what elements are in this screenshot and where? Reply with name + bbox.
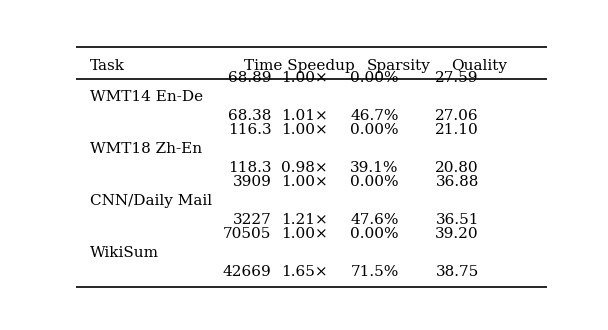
Text: 116.3: 116.3: [228, 123, 272, 137]
Text: 0.00%: 0.00%: [350, 227, 399, 241]
Text: CNN/Daily Mail: CNN/Daily Mail: [90, 194, 212, 208]
Text: 36.88: 36.88: [435, 175, 479, 189]
Text: 21.10: 21.10: [435, 123, 479, 137]
Text: 1.00×: 1.00×: [282, 71, 328, 85]
Text: WMT14 En-De: WMT14 En-De: [90, 90, 203, 104]
Text: 27.59: 27.59: [435, 71, 479, 85]
Text: 70505: 70505: [223, 227, 272, 241]
Text: 46.7%: 46.7%: [350, 109, 399, 123]
Text: 39.1%: 39.1%: [350, 161, 399, 175]
Text: 0.00%: 0.00%: [350, 123, 399, 137]
Text: 1.00×: 1.00×: [282, 175, 328, 189]
Text: 42669: 42669: [223, 265, 272, 279]
Text: 0.00%: 0.00%: [350, 71, 399, 85]
Text: 71.5%: 71.5%: [350, 265, 399, 279]
Text: 1.01×: 1.01×: [282, 109, 328, 123]
Text: Quality: Quality: [451, 59, 507, 73]
Text: Task: Task: [90, 59, 125, 73]
Text: 118.3: 118.3: [228, 161, 272, 175]
Text: 68.89: 68.89: [228, 71, 272, 85]
Text: Sparsity: Sparsity: [367, 59, 430, 73]
Text: Time Speedup: Time Speedup: [244, 59, 355, 73]
Text: WMT18 Zh-En: WMT18 Zh-En: [90, 142, 202, 156]
Text: 1.65×: 1.65×: [282, 265, 328, 279]
Text: 0.98×: 0.98×: [282, 161, 328, 175]
Text: 36.51: 36.51: [435, 213, 479, 227]
Text: 38.75: 38.75: [435, 265, 479, 279]
Text: 1.00×: 1.00×: [282, 227, 328, 241]
Text: 3909: 3909: [233, 175, 272, 189]
Text: 47.6%: 47.6%: [350, 213, 399, 227]
Text: WikiSum: WikiSum: [90, 246, 159, 260]
Text: 1.21×: 1.21×: [282, 213, 328, 227]
Text: 68.38: 68.38: [228, 109, 272, 123]
Text: 20.80: 20.80: [435, 161, 479, 175]
Text: 0.00%: 0.00%: [350, 175, 399, 189]
Text: 27.06: 27.06: [435, 109, 479, 123]
Text: 1.00×: 1.00×: [282, 123, 328, 137]
Text: 3227: 3227: [233, 213, 272, 227]
Text: 39.20: 39.20: [435, 227, 479, 241]
